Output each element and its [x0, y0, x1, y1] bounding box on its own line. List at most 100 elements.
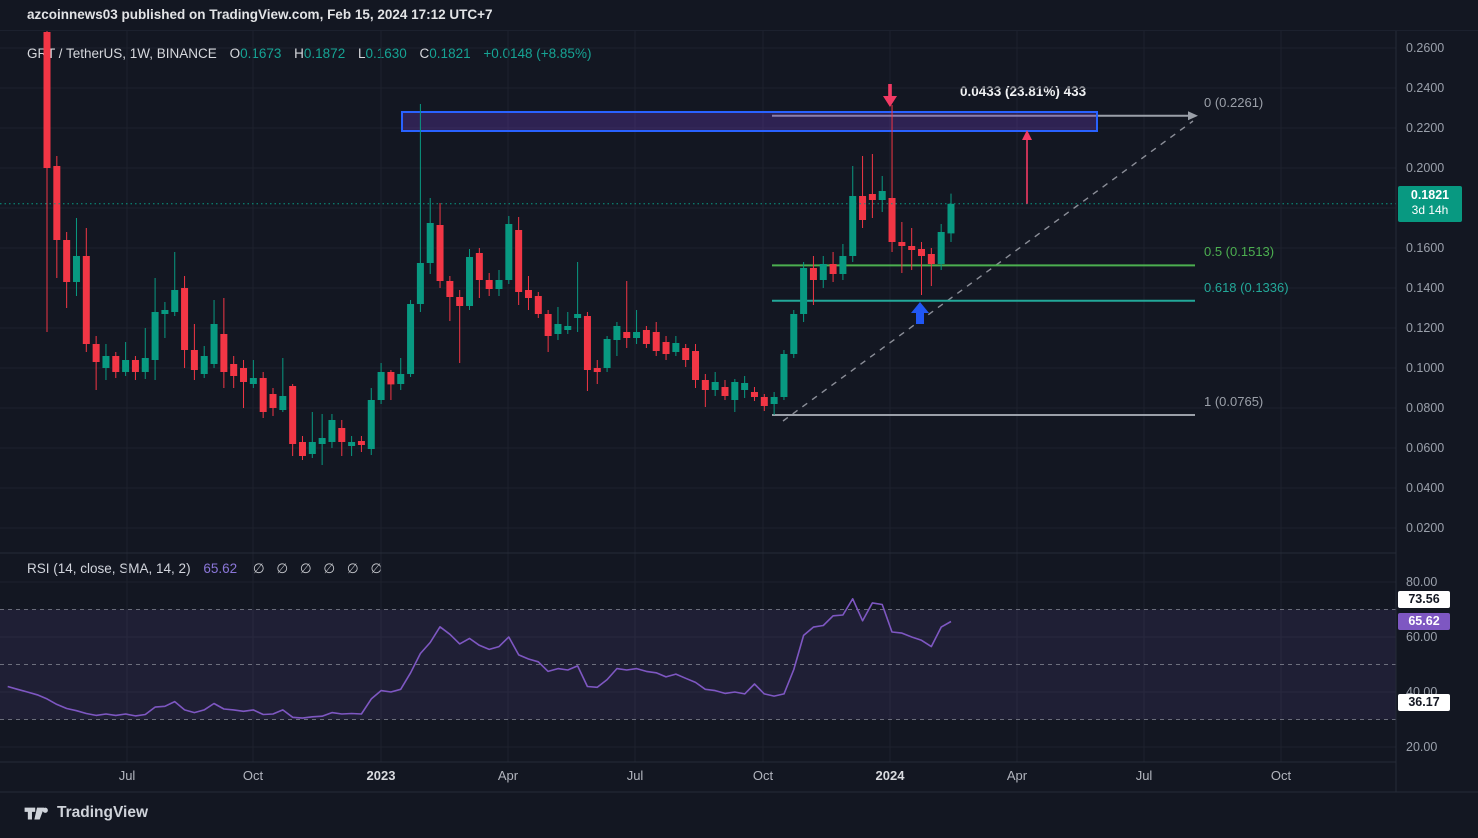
measure-up-arrowhead-icon [1022, 130, 1032, 140]
candle-body [692, 351, 700, 380]
candle-body [908, 246, 916, 250]
candle-body [357, 441, 365, 445]
candle-body [780, 354, 788, 397]
candle-body [249, 378, 257, 384]
candle-body [446, 281, 454, 297]
candle-body [819, 264, 827, 280]
candle-body [505, 224, 513, 280]
candle-body [190, 350, 198, 370]
ohlc-open-label: O [229, 46, 241, 61]
candle-body [534, 296, 542, 314]
rsi-line [7, 597, 952, 719]
candle-body [200, 356, 208, 374]
candle-body [367, 400, 375, 449]
candle-body [898, 242, 906, 246]
candle-body [240, 368, 248, 382]
measure-down-arrow-icon[interactable] [888, 84, 892, 97]
candle-body [269, 394, 277, 408]
candle-body [466, 257, 474, 306]
candle-body [141, 358, 149, 372]
candle-series [43, 30, 955, 465]
ohlc-open-value: 0.1673 [240, 46, 282, 61]
rsi-empty-values: ∅ ∅ ∅ ∅ ∅ ∅ [252, 561, 387, 576]
measure-down-arrowhead-icon [883, 96, 897, 107]
candle-body [947, 203, 955, 234]
buy-arrow-icon[interactable] [911, 302, 929, 324]
candle-body [92, 344, 100, 362]
ohlc-low-label: L [357, 46, 366, 61]
candle-body [348, 442, 356, 446]
candle-body [711, 382, 719, 390]
candle-body [790, 314, 798, 354]
resistance-zone-box[interactable] [401, 111, 1098, 132]
candle-body [328, 420, 336, 442]
ohlc-high-label: H [294, 46, 304, 61]
candle-body [377, 372, 385, 400]
trend-line-drawing[interactable] [782, 120, 1194, 422]
candle-body [770, 397, 778, 404]
rsi-legend[interactable]: RSI (14, close, SMA, 14, 2) 65.62 ∅ ∅ ∅ … [27, 561, 386, 577]
change-value: +0.0148 (+8.85%) [483, 46, 592, 61]
candle-body [426, 223, 434, 263]
candle-body [652, 332, 660, 351]
candle-body [279, 396, 287, 410]
candle-body [701, 380, 709, 390]
candle-body [289, 386, 297, 444]
candle-body [102, 356, 110, 368]
candle-body [613, 326, 621, 340]
candle-body [682, 348, 690, 360]
candle-body [564, 326, 572, 330]
candle-body [308, 442, 316, 454]
candle-body [524, 290, 532, 298]
candle-body [407, 304, 415, 374]
symbol-legend[interactable]: GRT / TetherUS, 1W, BINANCE O0.1673 H 0.1… [27, 46, 591, 61]
candle-body [731, 382, 739, 400]
rsi-title[interactable]: RSI (14, close, SMA, 14, 2) [27, 561, 191, 576]
tradingview-brand-text: TradingView [57, 804, 149, 821]
candle-body [809, 268, 817, 280]
candle-body [485, 280, 493, 289]
ohlc-close-label: C [419, 46, 430, 61]
candle-body [82, 256, 90, 344]
candle-body [868, 194, 876, 200]
rsi-upper-band-badge: 73.56 [1398, 591, 1450, 608]
candle-body [298, 442, 306, 456]
candle-body [318, 438, 326, 444]
candle-body [210, 324, 218, 364]
candle-body [495, 280, 503, 289]
candle-body [338, 428, 346, 442]
candle-body [839, 256, 847, 274]
tradingview-logo-icon [24, 807, 48, 820]
last-price-value: 0.1821 [1410, 188, 1450, 202]
candle-body [554, 324, 562, 334]
candle-body [436, 225, 444, 281]
candle-body [918, 249, 926, 256]
rsi-value: 65.62 [203, 561, 238, 576]
candle-body [43, 32, 51, 168]
candle-body [63, 240, 71, 282]
ohlc-close-value: 0.1821 [429, 46, 471, 61]
candle-body [800, 268, 808, 314]
candle-body [603, 339, 611, 368]
candle-body [741, 383, 749, 390]
candle-body [633, 332, 641, 338]
candle-body [829, 264, 837, 274]
candle-body [662, 342, 670, 354]
candle-body [888, 198, 896, 242]
candle-body [220, 334, 228, 372]
candle-body [750, 392, 758, 397]
candle-body [583, 316, 591, 370]
candle-body [122, 360, 130, 372]
candle-body [53, 166, 61, 240]
ohlc-low-value: 0.1630 [365, 46, 407, 61]
candle-body [515, 230, 523, 292]
rsi-value-badge: 65.62 [1398, 613, 1450, 630]
tradingview-footer[interactable]: TradingView [24, 804, 148, 822]
candle-body [259, 378, 267, 412]
fib-line-arrowhead-icon [1188, 111, 1198, 121]
last-price-badge: 0.1821 3d 14h [1398, 186, 1462, 222]
candle-body [131, 360, 139, 372]
symbol-title[interactable]: GRT / TetherUS, 1W, BINANCE [27, 46, 217, 61]
